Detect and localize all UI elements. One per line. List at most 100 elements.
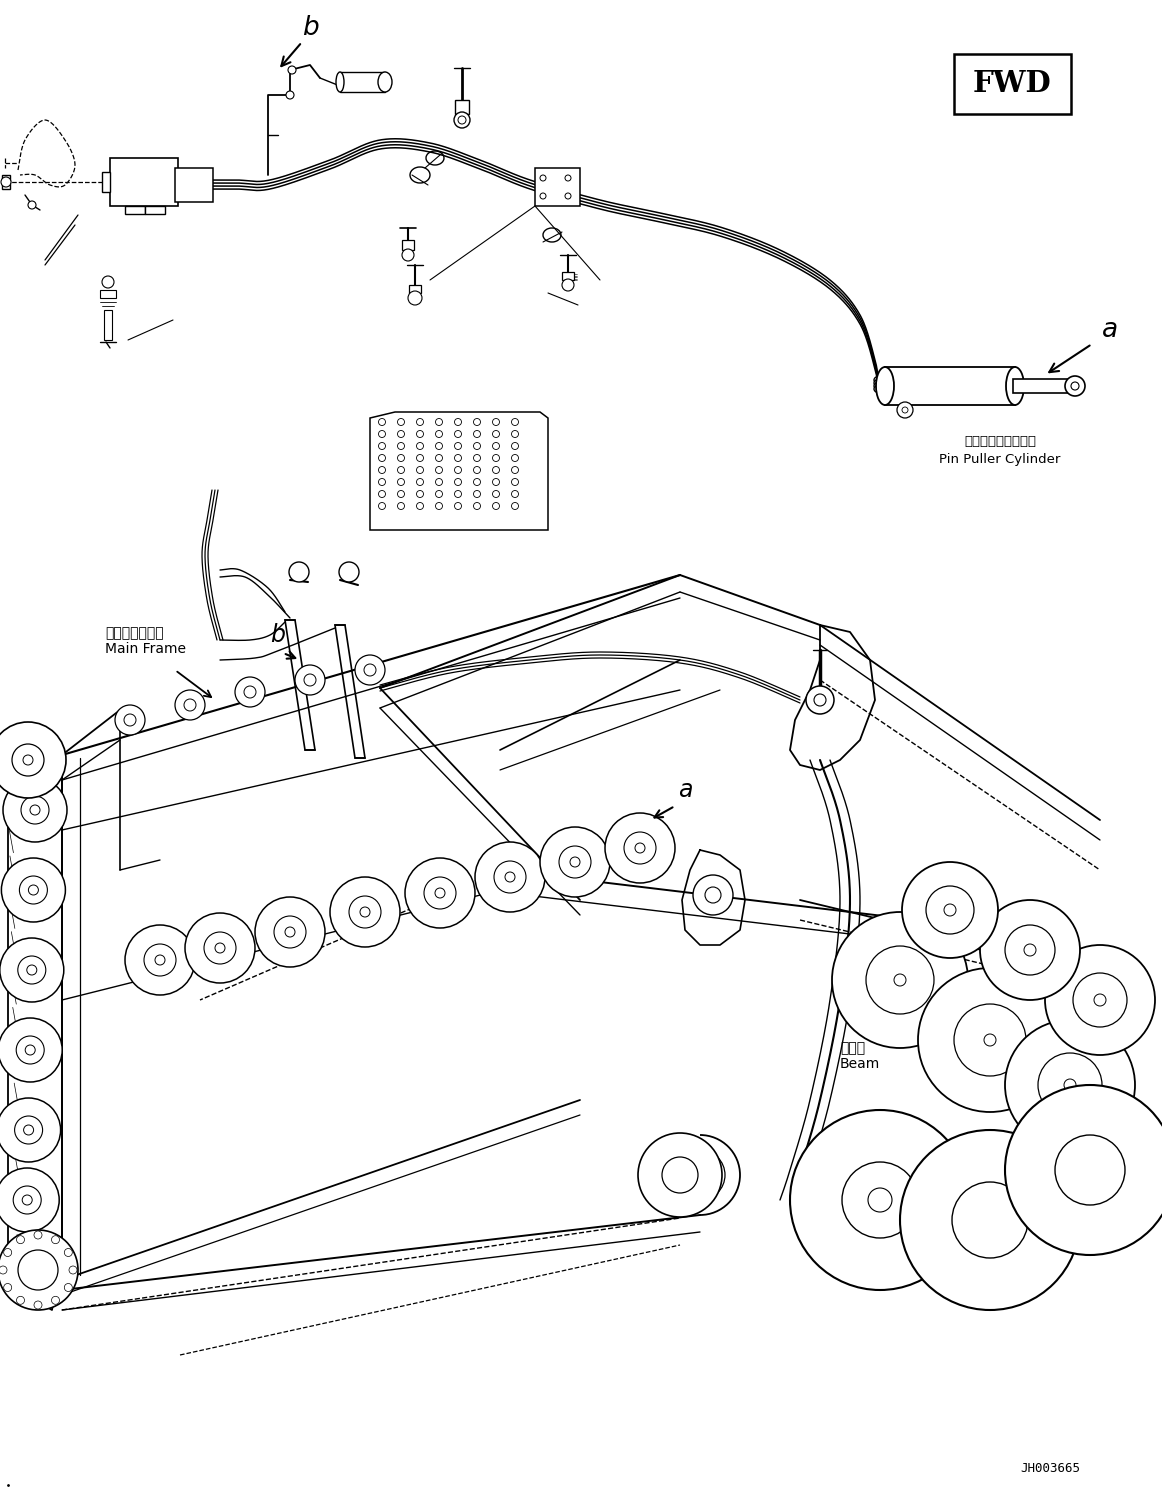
- Bar: [178, 175, 191, 195]
- Circle shape: [473, 491, 481, 497]
- Circle shape: [1093, 994, 1106, 1006]
- Circle shape: [27, 965, 37, 974]
- Circle shape: [379, 479, 386, 485]
- Circle shape: [356, 655, 385, 685]
- Circle shape: [436, 491, 443, 497]
- Circle shape: [493, 431, 500, 437]
- Circle shape: [20, 876, 48, 904]
- Circle shape: [416, 455, 423, 461]
- Bar: [178, 172, 186, 192]
- Circle shape: [34, 1301, 42, 1308]
- Circle shape: [493, 467, 500, 473]
- Circle shape: [30, 806, 40, 815]
- Bar: [102, 172, 110, 192]
- Circle shape: [454, 112, 469, 128]
- Circle shape: [436, 431, 443, 437]
- Circle shape: [511, 503, 518, 509]
- Circle shape: [285, 927, 295, 937]
- Circle shape: [215, 943, 225, 953]
- Circle shape: [13, 1186, 41, 1214]
- Circle shape: [436, 503, 443, 509]
- Circle shape: [1038, 1053, 1102, 1118]
- Circle shape: [416, 467, 423, 473]
- Circle shape: [51, 1235, 59, 1244]
- Text: JH003665: JH003665: [1020, 1462, 1079, 1474]
- Circle shape: [397, 443, 404, 449]
- FancyBboxPatch shape: [954, 54, 1071, 113]
- Bar: [340, 72, 385, 93]
- Bar: [456, 100, 469, 113]
- Circle shape: [952, 1182, 1028, 1258]
- Circle shape: [1055, 1135, 1125, 1206]
- Text: ピンプーラシリンダ: ピンプーラシリンダ: [964, 436, 1037, 448]
- Circle shape: [379, 431, 386, 437]
- Circle shape: [894, 974, 906, 986]
- Circle shape: [397, 431, 404, 437]
- Circle shape: [115, 706, 145, 736]
- Circle shape: [944, 904, 956, 916]
- Text: b: b: [302, 15, 318, 40]
- Circle shape: [339, 562, 359, 582]
- Circle shape: [379, 503, 386, 509]
- Circle shape: [406, 858, 475, 928]
- Circle shape: [0, 1267, 7, 1274]
- Circle shape: [416, 443, 423, 449]
- Circle shape: [473, 431, 481, 437]
- Circle shape: [1066, 376, 1085, 395]
- Circle shape: [286, 91, 294, 98]
- Circle shape: [806, 686, 834, 715]
- Circle shape: [34, 1231, 42, 1238]
- Circle shape: [349, 897, 381, 928]
- Circle shape: [64, 1283, 72, 1292]
- Ellipse shape: [876, 367, 894, 404]
- Circle shape: [16, 1297, 24, 1304]
- Circle shape: [1, 858, 65, 922]
- Circle shape: [436, 479, 443, 485]
- Text: メインフレーム: メインフレーム: [105, 627, 164, 640]
- Circle shape: [416, 491, 423, 497]
- Circle shape: [12, 745, 44, 776]
- Circle shape: [494, 861, 526, 894]
- Circle shape: [1005, 1085, 1162, 1255]
- Circle shape: [511, 418, 518, 425]
- Text: Main Frame: Main Frame: [105, 642, 186, 656]
- Circle shape: [23, 1125, 34, 1135]
- Circle shape: [26, 1044, 35, 1055]
- Circle shape: [493, 503, 500, 509]
- Ellipse shape: [874, 379, 885, 386]
- Bar: [402, 240, 414, 251]
- Circle shape: [0, 1018, 63, 1082]
- Circle shape: [379, 455, 386, 461]
- Circle shape: [3, 1283, 12, 1292]
- Circle shape: [984, 1034, 996, 1046]
- Circle shape: [102, 276, 114, 288]
- Bar: [145, 206, 165, 213]
- Circle shape: [3, 1249, 12, 1256]
- Circle shape: [511, 431, 518, 437]
- Circle shape: [571, 856, 580, 867]
- Circle shape: [454, 491, 461, 497]
- Circle shape: [902, 407, 908, 413]
- Circle shape: [918, 968, 1062, 1112]
- Circle shape: [254, 897, 325, 967]
- Circle shape: [435, 888, 445, 898]
- Circle shape: [16, 1035, 44, 1064]
- Text: ビーム: ビーム: [840, 1041, 866, 1055]
- Text: FWD: FWD: [973, 70, 1052, 98]
- Bar: [105, 310, 112, 340]
- Bar: [175, 169, 213, 201]
- Circle shape: [454, 418, 461, 425]
- Bar: [562, 272, 574, 280]
- Circle shape: [0, 722, 66, 798]
- Circle shape: [402, 249, 414, 261]
- Circle shape: [693, 874, 733, 915]
- Circle shape: [565, 192, 571, 198]
- Circle shape: [624, 833, 657, 864]
- Circle shape: [416, 479, 423, 485]
- Circle shape: [454, 467, 461, 473]
- Circle shape: [436, 443, 443, 449]
- Circle shape: [416, 431, 423, 437]
- Circle shape: [416, 418, 423, 425]
- Circle shape: [1024, 944, 1037, 956]
- Circle shape: [244, 686, 256, 698]
